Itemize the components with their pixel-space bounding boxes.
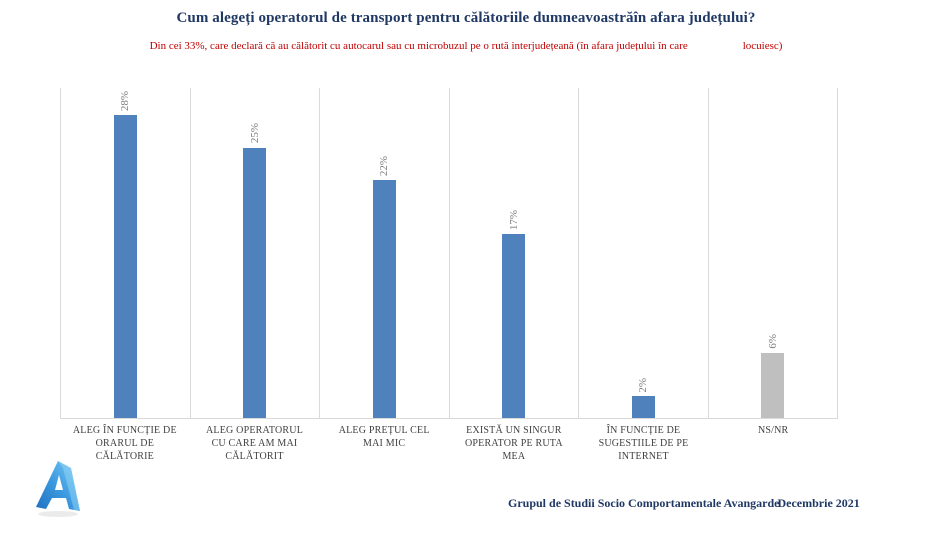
category-label: ALEG ÎN FUNCȚIE DE ORARUL DE CĂLĂTORIE (72, 425, 177, 462)
chart-title: Cum alegeți operatorul de transport pent… (176, 10, 756, 26)
bar-value-label: 22% (378, 155, 391, 176)
bar (761, 353, 785, 418)
bar-chart-plot-area: 28% 25% 22% 17% 2% 6% (60, 88, 838, 419)
chart-subtitle: Din cei 33%, care declară că au călători… (0, 40, 932, 52)
category-label: NS/NR (757, 425, 789, 436)
footer-date-text: Decembrie 2021 (777, 496, 860, 510)
bar-value-label: 2% (637, 377, 650, 393)
bar-slot: 28% (60, 88, 190, 418)
bar-value-label: 28% (119, 90, 132, 111)
avangarde-a-logo-icon (33, 459, 85, 519)
footer: Grupul de Studii Socio Comportamentale A… (508, 496, 880, 511)
bar-slot: 25% (189, 88, 320, 418)
bar (372, 180, 396, 418)
category-axis-labels: ALEG ÎN FUNCȚIE DE ORARUL DE CĂLĂTORIE AL… (60, 424, 838, 463)
bar (243, 147, 267, 418)
bar (113, 115, 137, 418)
bar (502, 234, 526, 418)
bar-slot: 17% (448, 88, 579, 418)
category-label: EXISTĂ UN SINGUR OPERATOR PE RUTA MEA (464, 425, 563, 462)
bar-value-label: 17% (507, 209, 520, 231)
category-label: ÎN FUNCȚIE DE SUGESTIILE DE PE INTERNET (598, 425, 689, 462)
bar-slot: 22% (319, 88, 449, 418)
bar-value-label: 25% (248, 123, 261, 144)
footer-source-text: Grupul de Studii Socio Comportamentale A… (508, 496, 780, 510)
bar-value-label: 6% (766, 334, 779, 350)
category-label: ALEG OPERATORUL CU CARE AM MAI CĂLĂTORIT (206, 425, 303, 462)
bar-slot: 2% (578, 88, 708, 418)
category-label: ALEG PREȚUL CEL MAI MIC (338, 425, 430, 449)
bar-slot: 6% (707, 88, 838, 418)
subtitle-main-text: Din cei 33%, care declară că au călători… (149, 40, 688, 52)
bar (631, 396, 655, 418)
subtitle-tail-text: locuiesc) (742, 40, 783, 52)
